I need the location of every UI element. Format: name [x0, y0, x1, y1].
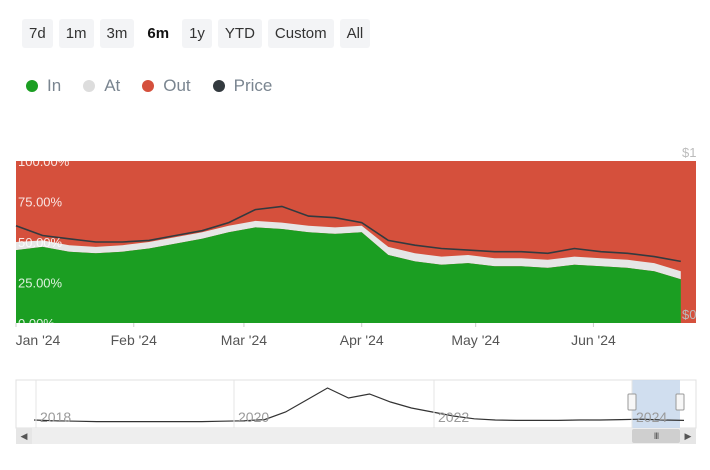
legend-label: Out: [163, 76, 191, 95]
right-axis-label-min: $0: [682, 307, 696, 322]
scrollbar-thumb[interactable]: III: [632, 429, 680, 443]
range-button-7d[interactable]: 7d: [22, 19, 53, 48]
range-button-1y[interactable]: 1y: [182, 19, 212, 48]
legend-dot-icon: [26, 80, 38, 92]
range-button-ytd[interactable]: YTD: [217, 19, 262, 48]
range-button-all[interactable]: All: [339, 19, 371, 48]
legend-dot-icon: [212, 80, 225, 92]
time-range-selector: 7d 1m 3m 6m 1y YTD Custom All: [22, 19, 371, 48]
range-button-1m[interactable]: 1m: [58, 19, 94, 48]
scroll-right-arrow-icon[interactable]: ▶: [680, 428, 696, 444]
x-tick-label: Jan '24: [16, 332, 61, 348]
legend-item-out[interactable]: Out: [142, 76, 191, 96]
legend-label: At: [104, 76, 121, 95]
range-button-6m[interactable]: 6m: [140, 19, 177, 48]
legend-item-at[interactable]: At: [83, 76, 120, 96]
range-button-3m[interactable]: 3m: [99, 19, 135, 48]
y-tick-label: 0.00%: [18, 316, 55, 331]
series-at-area: [16, 220, 681, 280]
y-tick-label: 100.00%: [18, 154, 70, 169]
navigator-x-label: 2020: [238, 409, 269, 425]
y-tick-label: 50.00%: [18, 235, 63, 250]
navigator-right-handle[interactable]: [675, 393, 685, 411]
price-line: [15, 205, 681, 263]
navigator-price-line: [33, 387, 685, 423]
x-tick-label: May '24: [451, 332, 500, 348]
navigator-x-label: 2018: [40, 409, 71, 425]
navigator-scrollbar[interactable]: ◀ III ▶: [16, 428, 696, 444]
navigator-left-handle[interactable]: [627, 393, 637, 411]
range-button-custom[interactable]: Custom: [267, 19, 334, 48]
legend-label: In: [47, 76, 62, 95]
navigator-x-label: 2024: [636, 409, 667, 425]
scroll-left-arrow-icon[interactable]: ◀: [16, 428, 32, 444]
x-tick-label: Feb '24: [111, 332, 157, 348]
right-axis-label-max: $1: [682, 145, 696, 160]
y-tick-label: 75.00%: [18, 195, 63, 210]
navigator-frame: [15, 379, 697, 429]
y-tick-label: 25.00%: [18, 276, 63, 291]
series-in-area: [16, 227, 681, 323]
chart-legend: In At Out Price: [26, 76, 272, 96]
legend-item-price[interactable]: Price: [212, 76, 273, 96]
x-tick-label: Mar '24: [221, 332, 267, 348]
x-tick-label: Apr '24: [340, 332, 384, 348]
legend-item-in[interactable]: In: [26, 76, 61, 96]
x-tick-label: Jun '24: [571, 332, 616, 348]
legend-dot-icon: [142, 80, 155, 92]
legend-label: Price: [233, 76, 273, 95]
legend-dot-icon: [83, 80, 96, 92]
navigator-x-label: 2022: [438, 409, 469, 425]
